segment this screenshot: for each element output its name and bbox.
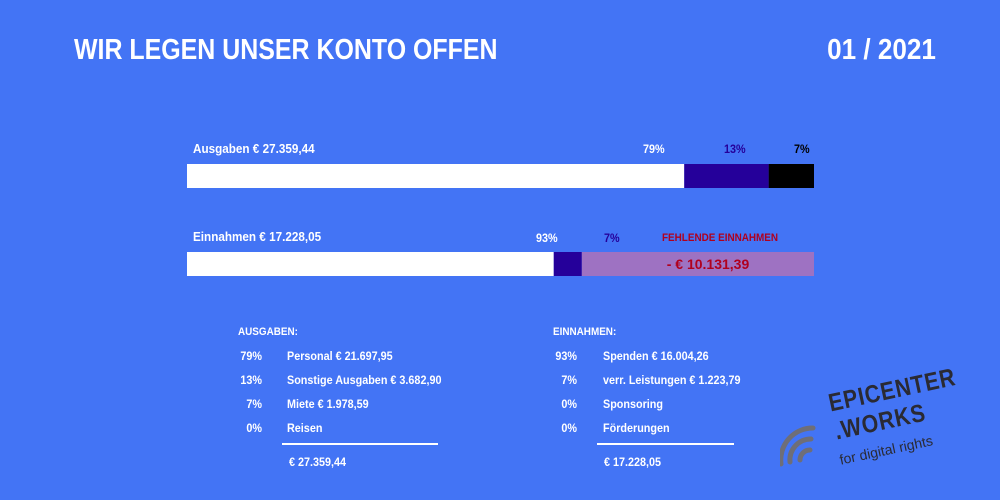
fehlende-einnahmen-label: FEHLENDE EINNAHMEN (662, 232, 779, 244)
ausgaben-row-pct: 79% (240, 349, 262, 363)
ausgaben-row-pct: 7% (246, 397, 262, 411)
bar-1-segment-0 (187, 252, 554, 276)
einnahmen-row-pct: 7% (561, 373, 577, 387)
ausgaben-row-pct: 13% (240, 373, 262, 387)
epicenter-works-logo: EPICENTER .WORKS for digital rights (780, 363, 970, 490)
einnahmen-row-pct: 0% (561, 397, 577, 411)
ausgaben-bar-label: Ausgaben € 27.359,44 (193, 141, 315, 156)
ausgaben-row-text: Sonstige Ausgaben € 3.682,90 (287, 373, 442, 387)
einnahmen-row-pct: 93% (555, 349, 577, 363)
ausgaben-pct-label-3: 7% (794, 142, 810, 156)
ausgaben-pct-label-1: 79% (643, 142, 665, 156)
ausgaben-row-text: Miete € 1.978,59 (287, 397, 369, 411)
einnahmen-row-text: verr. Leistungen € 1.223,79 (603, 373, 741, 387)
fehlende-einnahmen-value: - € 10.131,39 (667, 256, 750, 272)
bar-1-segment-2 (581, 252, 814, 276)
ausgaben-heading: AUSGABEN: (238, 326, 298, 338)
bar-0-segment-2 (768, 164, 814, 188)
einnahmen-total: € 17.228,05 (604, 455, 662, 469)
ausgaben-total-rule (282, 443, 438, 445)
ausgaben-total: € 27.359,44 (289, 455, 347, 469)
einnahmen-pct-label-1: 93% (536, 231, 558, 245)
ausgaben-pct-label-2: 13% (724, 142, 746, 156)
einnahmen-row-pct: 0% (561, 421, 577, 435)
einnahmen-pct-label-2: 7% (604, 231, 620, 245)
bar-1-segment-1 (553, 252, 582, 276)
einnahmen-heading: EINNAHMEN: (553, 326, 617, 338)
einnahmen-row-text: Förderungen (603, 421, 670, 435)
page-title: WIR LEGEN UNSER KONTO OFFEN (74, 34, 498, 66)
einnahmen-row-text: Spenden € 16.004,26 (603, 349, 709, 363)
ausgaben-row-text: Personal € 21.697,95 (287, 349, 393, 363)
period-label: 01 / 2021 (827, 34, 936, 66)
einnahmen-bar-label: Einnahmen € 17.228,05 (193, 229, 322, 244)
einnahmen-row-text: Sponsoring (603, 397, 664, 411)
ausgaben-row-pct: 0% (246, 421, 262, 435)
bar-0-segment-1 (684, 164, 769, 188)
signal-waves-icon (780, 425, 816, 467)
bar-0-segment-0 (187, 164, 685, 188)
einnahmen-total-rule (597, 443, 734, 445)
ausgaben-row-text: Reisen (287, 421, 323, 435)
